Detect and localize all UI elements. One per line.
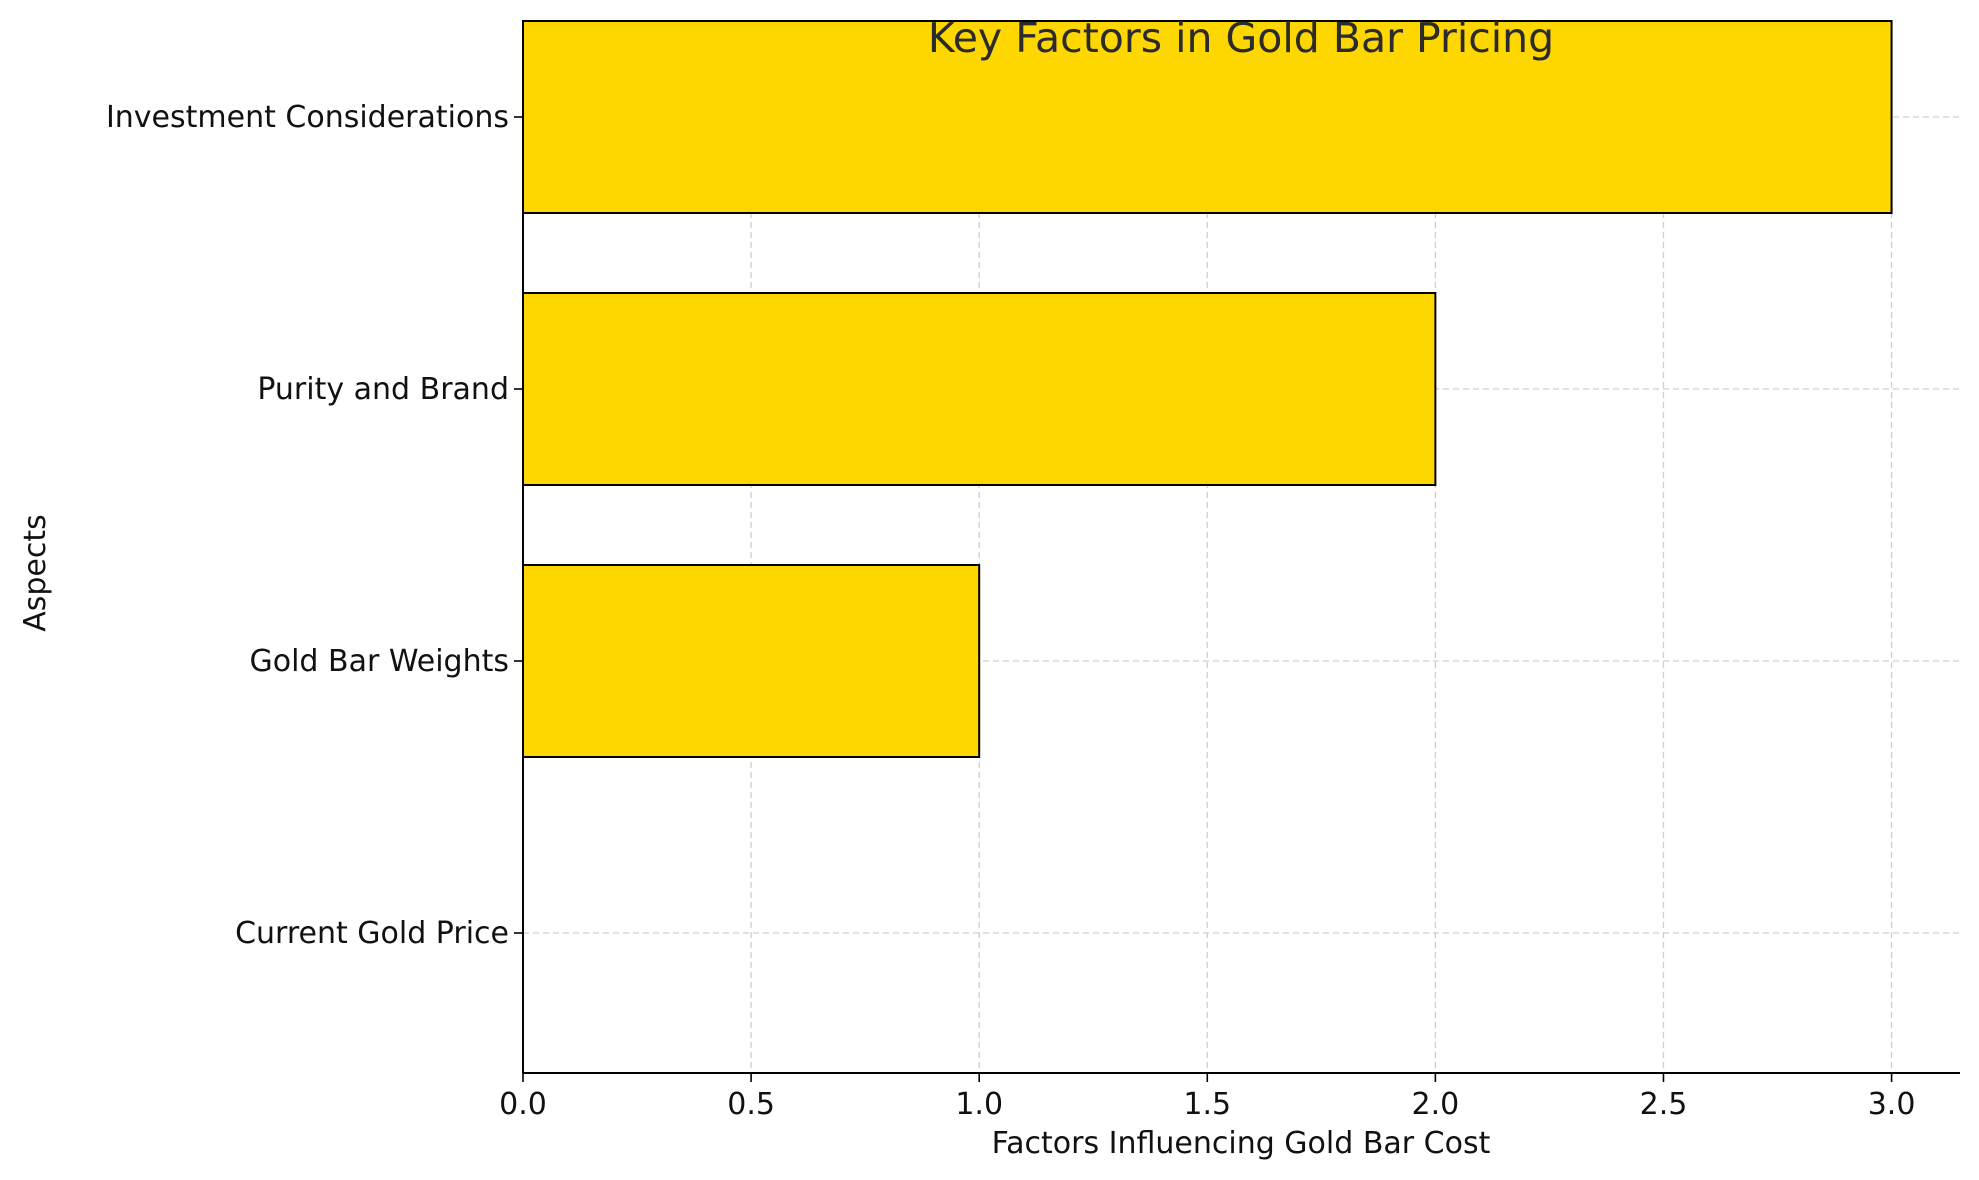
y-tick-label: Purity and Brand: [257, 372, 509, 407]
x-tick-label: 0.0: [499, 1087, 547, 1122]
x-tick-label: 2.5: [1640, 1087, 1688, 1122]
axes: [522, 72, 1960, 1074]
x-tick-label: 1.5: [1183, 1087, 1231, 1122]
bar-purity-and-brand: [522, 292, 1437, 486]
x-tick-label: 2.0: [1412, 1087, 1460, 1122]
y-tick-label: Current Gold Price: [235, 916, 509, 951]
bars: [522, 20, 1893, 758]
bar-gold-bar-weights: [522, 564, 981, 758]
bar-investment-considerations: [522, 20, 1893, 214]
x-tick-label: 1.0: [955, 1087, 1003, 1122]
x-tick-label: 3.0: [1868, 1087, 1916, 1122]
chart-title: Key Factors in Gold Bar Pricing: [928, 14, 1554, 62]
x-tick-label: 0.5: [727, 1087, 775, 1122]
y-tick-label: Investment Considerations: [106, 100, 509, 135]
ticks: 0.0 0.5 1.0 1.5 2.0 2.5 3.0 Current Gold Price G…: [106, 100, 1915, 1122]
x-axis-label: Factors Influencing Gold Bar Cost: [992, 1126, 1491, 1161]
y-axis-label: Aspects: [18, 514, 53, 632]
y-tick-label: Gold Bar Weights: [250, 644, 510, 679]
